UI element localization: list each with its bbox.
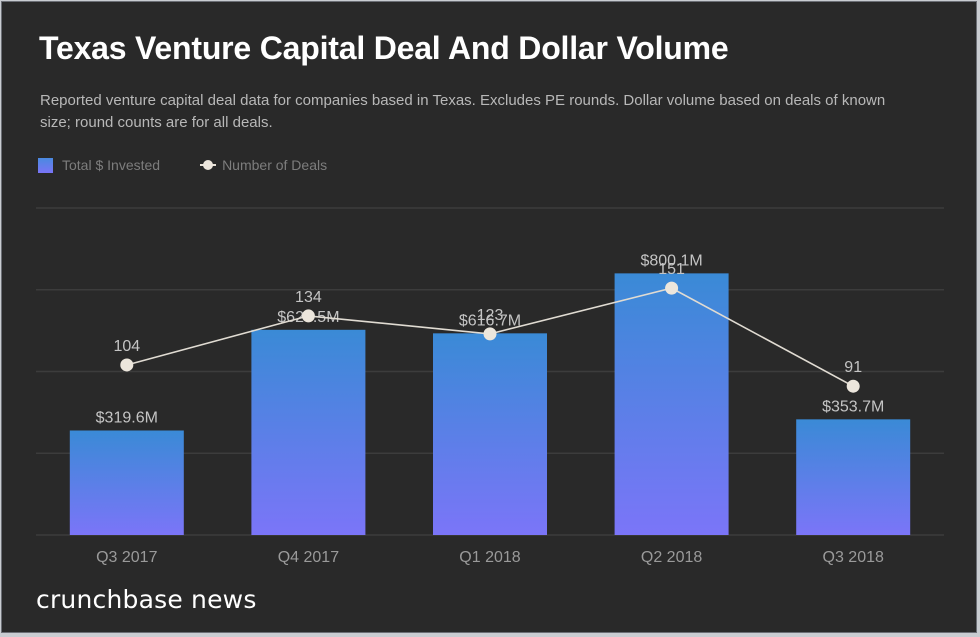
deals-point (665, 281, 679, 295)
bar (614, 273, 729, 535)
bar (69, 430, 184, 535)
bar-value-label: $800.1M (640, 252, 702, 269)
deals-point (846, 379, 860, 393)
bar (433, 333, 547, 535)
bar (796, 419, 911, 535)
legend-label: Number of Deals (222, 157, 328, 173)
x-tick-label: Q3 2018 (823, 549, 884, 566)
x-axis-labels: Q3 2017 Q4 2017 Q1 2018 Q2 2018 Q3 2018 (96, 549, 884, 566)
deals-point (483, 327, 497, 341)
line-dot-icon (200, 159, 217, 171)
deals-value-label: 91 (844, 359, 862, 376)
bar-swatch-icon (38, 157, 53, 173)
bar-value-label: $353.7M (822, 398, 884, 415)
deals-line: 104 134 123 151 91 (113, 261, 862, 393)
x-tick-label: Q2 2018 (641, 549, 702, 566)
deals-point (120, 358, 134, 372)
bars (69, 273, 911, 535)
legend-label: Total $ Invested (62, 157, 161, 173)
x-tick-label: Q3 2017 (96, 549, 157, 566)
bar-value-label: $616.7M (459, 312, 521, 329)
deals-value-label: 134 (295, 289, 322, 306)
chart-title: Texas Venture Capital Deal And Dollar Vo… (39, 30, 729, 66)
deals-point (301, 309, 315, 323)
x-tick-label: Q4 2017 (278, 549, 339, 566)
bar-value-label: $319.6M (96, 409, 158, 426)
deals-value-label: 151 (658, 261, 685, 278)
bar-value-labels: $319.6M$627.5M$616.7M$800.1M$353.7M (96, 252, 885, 426)
legend-item-number-of-deals[interactable]: Number of Deals (200, 157, 327, 173)
legend: Total $ Invested Number of Deals (38, 156, 367, 174)
deals-value-label: 104 (113, 338, 140, 355)
brand-logo: crunchbase news (36, 585, 257, 614)
x-tick-label: Q1 2018 (459, 549, 520, 566)
legend-item-total-invested[interactable]: Total $ Invested (38, 157, 160, 173)
chart-subtitle: Reported venture capital deal data for c… (40, 92, 886, 131)
deals-value-label: 123 (477, 307, 504, 324)
bar (251, 329, 366, 535)
